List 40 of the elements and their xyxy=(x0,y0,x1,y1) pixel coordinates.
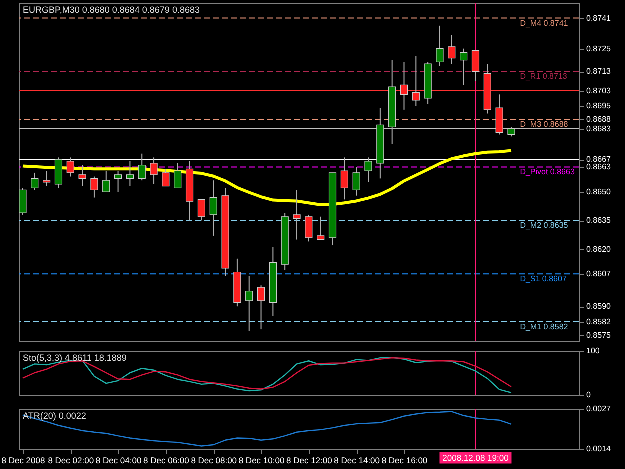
y-tick-label: 0 xyxy=(586,390,592,400)
y-tick-label: 0.8650 xyxy=(586,188,612,197)
chart-title: Sto(5,3,3) 4.8611 18.1889 xyxy=(23,353,127,363)
x-tick-label: 8 Dec 04:00 xyxy=(96,456,142,466)
x-tick-label: 8 Dec 08:00 xyxy=(191,456,238,466)
y-tick-label: 0.0027 xyxy=(586,404,612,414)
ref-line-label: D_M3 0.8688 xyxy=(520,120,569,129)
y-tick-label: 0.8575 xyxy=(586,330,612,340)
x-tick-label: 8 Dec 14:00 xyxy=(334,456,380,466)
x-tick-label: 8 Dec 2008 xyxy=(2,456,46,466)
y-tick-label: 0.8703 xyxy=(586,86,612,96)
y-tick-label: 0.8667 xyxy=(586,155,612,164)
y-tick-label: 0.8725 xyxy=(586,44,612,54)
x-tick-label: 8 Dec 16:00 xyxy=(382,456,428,466)
ref-line-label: 2008.12.08 19:00 xyxy=(442,453,510,463)
y-tick-label: 0.8695 xyxy=(586,102,612,111)
chart-title: ATR(20) 0.0022 xyxy=(23,411,86,421)
ref-line-label: D_M1 0.8582 xyxy=(520,322,569,332)
x-tick-label: 8 Dec 06:00 xyxy=(144,456,190,466)
y-tick-label: 0.8663 xyxy=(586,162,612,172)
y-tick-label: 0.8607 xyxy=(586,270,612,279)
y-tick-label: 0.8590 xyxy=(586,302,612,312)
y-tick-label: 0.8635 xyxy=(586,216,612,226)
x-tick-label: 8 Dec 12:00 xyxy=(286,456,333,466)
ref-line-label: D_S1 0.8607 xyxy=(520,274,568,284)
ref-line-label: D_M4 0.8741 xyxy=(520,18,569,28)
y-tick-label: 0.8582 xyxy=(586,317,612,326)
y-tick-label: 100 xyxy=(586,346,600,356)
x-tick-label: 8 Dec 02:00 xyxy=(48,456,94,466)
chart-title: EURGBP,M30 0.8680 0.8684 0.8679 0.8683 xyxy=(23,5,200,15)
ref-line-label: D_M2 0.8635 xyxy=(520,221,569,230)
y-tick-label: 0.0014 xyxy=(586,444,612,454)
ref-line-label: D_R1 0.8713 xyxy=(520,72,568,82)
y-tick-label: 0.8741 xyxy=(586,14,612,23)
y-tick-label: 0.8683 xyxy=(586,124,612,134)
ref-line-label: D_Pivot 0.8663 xyxy=(520,168,576,177)
y-tick-label: 0.8688 xyxy=(586,114,612,124)
y-tick-label: 0.8620 xyxy=(586,244,612,254)
x-tick-label: 8 Dec 10:00 xyxy=(238,456,285,466)
y-tick-label: 0.8713 xyxy=(586,67,612,76)
